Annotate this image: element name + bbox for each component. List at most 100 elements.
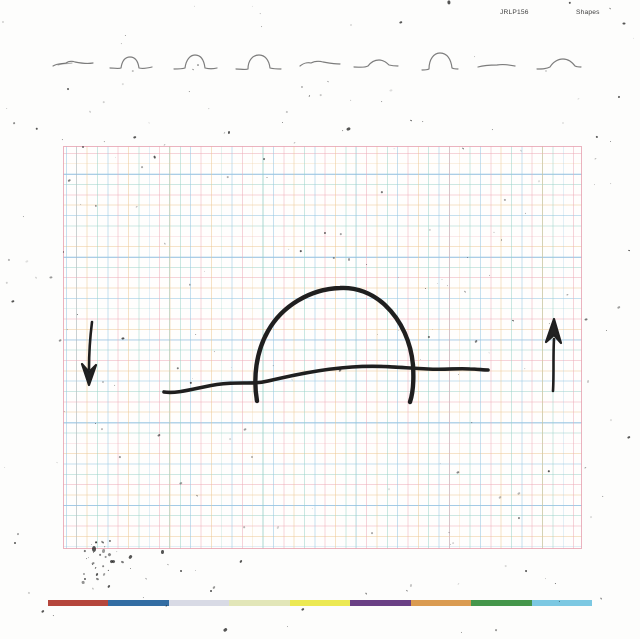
color-swatch-8 xyxy=(471,600,532,606)
dust-speck xyxy=(577,97,580,100)
dust-speck xyxy=(349,23,352,26)
dust-speck xyxy=(389,89,393,92)
dust-speck xyxy=(121,560,125,564)
dust-speck xyxy=(600,597,602,600)
dust-speck xyxy=(95,577,99,580)
dust-speck xyxy=(593,183,595,185)
dust-speck xyxy=(584,318,588,321)
dust-speck xyxy=(124,34,126,36)
dust-speck xyxy=(457,583,460,586)
dust-speck xyxy=(399,20,403,24)
dust-speck xyxy=(609,182,612,185)
dust-speck xyxy=(94,566,97,570)
catalog-number-text: JRLP156 xyxy=(500,9,529,16)
dust-speck xyxy=(121,83,125,86)
sketch-thumbnail-9 xyxy=(536,58,582,70)
dust-speck xyxy=(504,564,507,567)
dust-speck xyxy=(107,552,112,557)
dust-speck xyxy=(595,135,599,139)
dust-speck xyxy=(61,139,64,141)
dust-speck xyxy=(589,515,592,519)
dust-speck xyxy=(16,532,19,535)
dust-speck xyxy=(91,563,94,566)
dust-speck xyxy=(409,584,413,588)
dust-speck xyxy=(101,548,106,554)
dust-speck xyxy=(617,95,621,99)
dust-speck xyxy=(349,100,352,102)
dust-speck xyxy=(49,276,53,279)
dust-speck xyxy=(421,120,424,123)
sketch-thumbnail-2 xyxy=(109,56,153,70)
dust-speck xyxy=(491,128,494,130)
dust-speck xyxy=(4,466,6,469)
dust-speck xyxy=(212,585,216,590)
dust-speck xyxy=(66,87,70,91)
dust-speck xyxy=(58,338,63,343)
sketch-thumbnail-1 xyxy=(52,60,94,67)
dust-speck xyxy=(147,122,150,125)
dust-speck xyxy=(84,549,87,552)
sketch-thumbnail-8 xyxy=(477,64,516,68)
dust-speck xyxy=(144,577,147,580)
dust-speck xyxy=(554,582,556,584)
dust-speck xyxy=(609,7,612,10)
dust-speck xyxy=(194,569,196,571)
dust-speck xyxy=(142,596,144,599)
dust-speck xyxy=(320,93,323,96)
dust-speck xyxy=(35,276,37,279)
dust-speck xyxy=(594,158,597,161)
sketch-thumbnail-6 xyxy=(353,59,399,68)
dust-speck xyxy=(11,299,15,303)
dust-speck xyxy=(622,22,626,25)
dust-speck xyxy=(524,569,528,573)
color-swatch-6 xyxy=(350,600,411,606)
dust-speck xyxy=(252,6,254,8)
dust-speck xyxy=(239,559,243,563)
dust-speck xyxy=(7,258,11,261)
dust-speck xyxy=(405,589,408,592)
dust-speck xyxy=(107,570,109,572)
dust-speck xyxy=(281,122,283,124)
dust-speck xyxy=(12,122,16,125)
dust-speck xyxy=(447,0,451,5)
dust-speck xyxy=(308,95,311,98)
dust-speck xyxy=(102,100,105,103)
dust-speck xyxy=(27,591,31,594)
dust-speck xyxy=(133,135,137,139)
title-text: Shapes xyxy=(576,9,600,16)
dust-speck xyxy=(569,1,571,4)
dust-speck xyxy=(584,466,587,469)
dust-speck xyxy=(105,555,108,558)
dust-speck xyxy=(87,557,89,559)
dust-speck xyxy=(380,100,383,103)
sketch-thumbnail-5 xyxy=(299,60,341,67)
dust-speck xyxy=(121,42,123,44)
dust-speck xyxy=(189,90,191,92)
dust-speck xyxy=(111,559,116,564)
dust-speck xyxy=(91,562,96,566)
dust-speck xyxy=(409,119,413,122)
dust-speck xyxy=(633,37,635,39)
dust-speck xyxy=(2,20,4,23)
color-swatch-9 xyxy=(531,600,592,606)
dust-speck xyxy=(326,81,329,83)
dust-speck xyxy=(41,609,45,613)
dust-speck xyxy=(166,563,169,566)
sketch-thumbnail-7 xyxy=(421,52,459,71)
dust-speck xyxy=(82,573,86,576)
dust-speck xyxy=(609,418,613,422)
dust-speck xyxy=(91,587,94,590)
dust-speck xyxy=(627,435,631,439)
dust-speck xyxy=(223,131,226,134)
color-bar xyxy=(48,600,592,606)
dust-speck xyxy=(102,572,107,577)
sketch-thumbnail-3 xyxy=(173,54,218,70)
color-swatch-1 xyxy=(48,600,109,606)
sketch-thumbnail-4 xyxy=(235,54,282,71)
dust-speck xyxy=(300,85,304,88)
dust-speck xyxy=(6,281,9,284)
dust-speck xyxy=(83,577,87,580)
color-swatch-3 xyxy=(168,600,230,606)
dust-speck xyxy=(606,329,607,331)
